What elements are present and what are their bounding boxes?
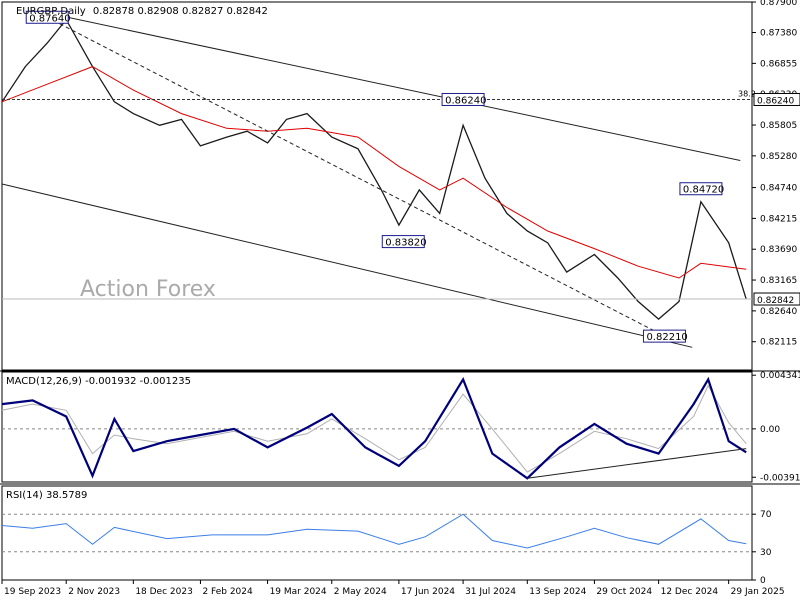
- macd-title: MACD(12,26,9) -0.001932 -0.001235: [6, 376, 191, 387]
- channel-upper-line: [39, 10, 741, 161]
- rsi-panel-frame: [1, 485, 753, 581]
- current-price-label: 0.82842: [757, 296, 794, 306]
- price-tick-label: 0.87900: [760, 0, 797, 8]
- x-tick-label: 29 Oct 2024: [596, 587, 652, 597]
- price-tick-label: 0.87380: [760, 29, 797, 39]
- x-tick-label: 18 Dec 2023: [135, 587, 193, 597]
- annotation-label: 0.87640: [29, 13, 70, 24]
- macd-signal-line: [1, 384, 747, 473]
- x-tick-label: 2 Feb 2024: [202, 587, 253, 597]
- macd-trendline: [527, 448, 747, 479]
- price-tick-label: 0.82115: [760, 338, 797, 348]
- annotation-label: 0.84720: [683, 185, 724, 196]
- x-tick-label: 29 Jan 2025: [731, 587, 785, 597]
- x-tick-label: 13 Sep 2024: [529, 587, 586, 597]
- annotation-box: [642, 329, 686, 343]
- moving-average-line: [1, 66, 747, 279]
- rsi-tick-label: 70: [760, 510, 772, 520]
- current-price-box: [753, 292, 800, 306]
- watermark: Action Forex: [80, 277, 216, 302]
- level-price-box: [753, 92, 800, 106]
- channel-dashed-line: [46, 16, 665, 337]
- annotation-label: 0.86240: [445, 95, 486, 106]
- panel-frames: 0.879000.873800.868550.863300.858050.852…: [0, 0, 800, 581]
- x-tick-label: 2 May 2024: [334, 587, 387, 597]
- price-panel-frame: [1, 1, 753, 371]
- annotation-box: [25, 10, 69, 24]
- annotation-label: 0.82210: [646, 332, 687, 343]
- price-tick-label: 0.84215: [760, 214, 797, 224]
- symbol-title: EURGBP,Daily 0.82878 0.82908 0.82827 0.8…: [16, 6, 268, 17]
- x-tick-label: 19 Sep 2023: [4, 587, 61, 597]
- annotation-label: 0.83820: [385, 238, 426, 249]
- price-tick-label: 0.85280: [760, 152, 797, 162]
- price-panel: Action Forex 38.20.862400.828420.876400.…: [1, 10, 800, 348]
- macd-tick-label: 0.00: [760, 425, 780, 435]
- symbol-name: EURGBP,Daily: [16, 6, 86, 17]
- fib-level-label: 38.2: [738, 89, 756, 98]
- price-tick-label: 0.82640: [760, 307, 797, 317]
- rsi-tick-label: 0: [760, 576, 766, 586]
- annotation-box: [441, 92, 485, 106]
- x-tick-label: 2 Nov 2023: [68, 587, 120, 597]
- macd-main-line: [1, 376, 747, 480]
- rsi-title: RSI(14) 38.5789: [6, 490, 87, 501]
- price-tick-label: 0.86855: [760, 59, 797, 69]
- macd-tick-label: 0.004341: [760, 371, 800, 381]
- annotation-box: [679, 182, 723, 196]
- level-price-label: 0.86240: [757, 96, 794, 106]
- macd-panel-frame: [1, 371, 753, 483]
- macd-tick-label: -0.003916: [760, 473, 800, 483]
- x-tick-label: 17 Jun 2024: [401, 587, 455, 597]
- price-series-line: [1, 18, 747, 320]
- x-tick-label: 12 Dec 2024: [661, 587, 719, 597]
- price-tick-label: 0.84740: [760, 184, 797, 194]
- price-tick-label: 0.83165: [760, 276, 797, 286]
- channel-lower-line: [1, 183, 693, 348]
- annotation-box: [381, 235, 425, 249]
- x-tick-label: 31 Jul 2024: [465, 587, 516, 597]
- ohlc-values: 0.82878 0.82908 0.82827 0.82842: [93, 6, 268, 17]
- rsi-tick-label: 30: [760, 548, 772, 558]
- x-tick-label: 19 Mar 2024: [270, 587, 327, 597]
- chart-overlay: 0.004341 0.00 -0.003916 70 30 0 19 Sep 2023 2 N…: [1, 371, 800, 597]
- rsi-line: [1, 513, 747, 549]
- price-tick-label: 0.83690: [760, 245, 797, 255]
- price-tick-label: 0.85805: [760, 121, 797, 131]
